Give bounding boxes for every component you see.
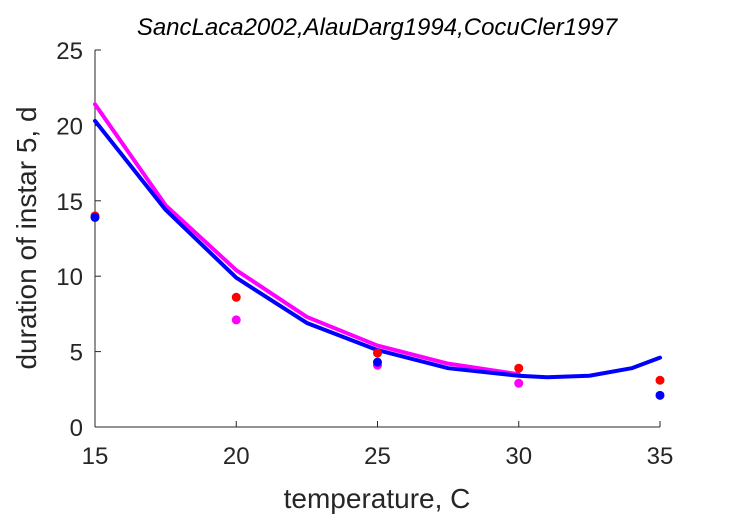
data-point xyxy=(655,375,665,385)
y-axis-label: duration of instar 5, d xyxy=(11,106,42,369)
y-tick-label: 0 xyxy=(70,415,83,442)
y-tick-label: 20 xyxy=(56,113,83,140)
series-line xyxy=(93,102,521,377)
x-tick-label: 15 xyxy=(82,443,109,470)
y-tick-label: 15 xyxy=(56,189,83,216)
data-point xyxy=(514,378,524,388)
y-ticks: 0 5 10 15 20 25 xyxy=(56,38,101,442)
data-point xyxy=(655,390,665,400)
x-tick-label: 30 xyxy=(505,443,532,470)
x-tick-label: 35 xyxy=(647,443,674,470)
series-lines xyxy=(93,102,662,380)
data-point xyxy=(231,315,241,325)
x-axis-label: temperature, C xyxy=(284,483,471,514)
x-ticks: 15 20 25 30 35 xyxy=(82,421,674,470)
x-tick-label: 25 xyxy=(364,443,391,470)
data-point xyxy=(231,292,241,302)
data-point xyxy=(514,363,524,373)
axes xyxy=(94,50,660,428)
data-point xyxy=(373,348,382,358)
y-tick-label: 10 xyxy=(56,264,83,291)
data-point xyxy=(90,212,100,222)
series-points xyxy=(90,211,665,400)
data-point xyxy=(373,357,382,367)
chart-title: SancLaca2002,AlauDarg1994,CocuCler1997 xyxy=(137,14,619,41)
series-line xyxy=(93,118,662,380)
y-tick-label: 25 xyxy=(56,38,83,65)
y-tick-label: 5 xyxy=(70,340,83,367)
x-tick-label: 20 xyxy=(223,443,250,470)
